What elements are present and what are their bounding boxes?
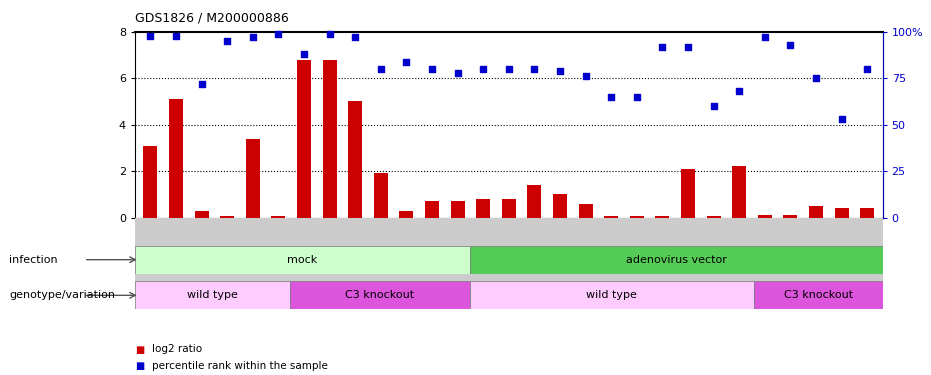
Text: log2 ratio: log2 ratio [152,345,202,354]
Text: adenovirus vector: adenovirus vector [626,255,727,265]
Point [322,31,337,37]
Text: infection: infection [9,255,58,265]
Point [194,81,209,87]
Point [527,66,542,72]
Text: GDS1826 / M200000886: GDS1826 / M200000886 [135,11,289,24]
Point [246,34,261,40]
Bar [195,210,209,218]
Text: C3 knockout: C3 knockout [345,290,414,300]
Bar [758,215,772,217]
Bar [809,206,823,218]
Bar [604,216,618,217]
Point [169,33,183,39]
Bar [476,199,491,217]
Bar [425,201,439,217]
Text: ■: ■ [135,361,144,370]
Bar [553,194,567,217]
Bar [655,216,669,217]
Point [732,88,747,94]
Point [143,33,158,39]
Point [603,94,618,100]
Point [706,103,721,109]
Text: wild type: wild type [587,290,638,300]
Point [220,38,235,44]
Bar [732,166,747,218]
Text: wild type: wild type [187,290,237,300]
Bar [322,60,337,217]
Bar [220,216,235,217]
Bar [860,208,874,218]
Bar [578,204,593,218]
Point [347,34,362,40]
Point [451,70,466,76]
Point [757,34,772,40]
Point [476,66,491,72]
Bar [451,201,465,217]
Bar [629,216,644,217]
Point [425,66,439,72]
Point [808,75,823,81]
Point [834,116,849,122]
Point [578,74,593,80]
Bar [348,102,362,217]
Bar [373,173,388,217]
Text: C3 knockout: C3 knockout [784,290,853,300]
Point [859,66,874,72]
Point [271,31,286,37]
Bar [470,246,883,274]
Bar [290,281,470,309]
Point [296,51,311,57]
Text: percentile rank within the sample: percentile rank within the sample [152,361,328,370]
Bar [135,281,290,309]
Bar [502,199,516,217]
Text: ■: ■ [135,345,144,354]
Bar [470,281,754,309]
Text: mock: mock [288,255,317,265]
Bar [754,281,883,309]
Bar [707,216,721,217]
Bar [681,169,695,217]
Point [552,68,567,74]
Point [629,94,644,100]
Bar [297,60,311,217]
Bar [399,210,413,218]
Bar [143,146,157,218]
Bar [783,215,798,217]
Bar [169,99,183,218]
Bar [527,185,542,218]
Point [783,42,798,48]
Point [373,66,388,72]
Bar [271,216,286,217]
Point [501,66,516,72]
Bar [135,246,470,274]
Point [654,44,669,50]
Text: genotype/variation: genotype/variation [9,290,115,300]
Bar [246,139,260,218]
Point [681,44,695,50]
Point [398,58,413,64]
Bar [834,208,849,218]
